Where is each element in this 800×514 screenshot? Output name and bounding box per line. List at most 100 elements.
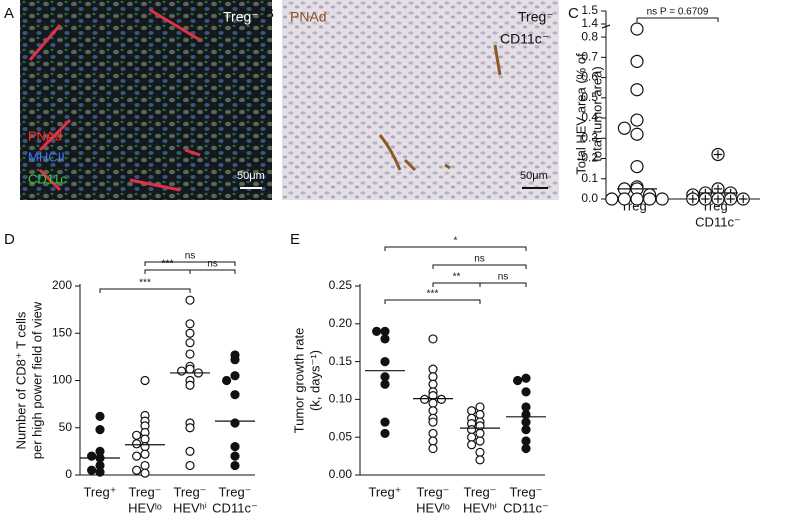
data-point bbox=[380, 334, 390, 344]
y-axis-label: per high power field of view bbox=[29, 301, 44, 459]
x-tick-label: CD11c⁻ bbox=[695, 214, 741, 229]
y-tick-label: 0.10 bbox=[329, 392, 353, 406]
data-point bbox=[630, 113, 644, 127]
data-point bbox=[185, 328, 195, 338]
y-tick-label: 0.2 bbox=[581, 151, 598, 165]
y-axis-label: Number of CD8⁺ T cells bbox=[13, 311, 28, 449]
x-tick-label: CD11c⁻ bbox=[212, 500, 258, 514]
image-a bbox=[20, 0, 272, 200]
y-tick-label: 50 bbox=[59, 420, 73, 434]
data-point bbox=[428, 398, 438, 408]
significance-label: ns bbox=[498, 272, 509, 283]
data-point bbox=[428, 443, 438, 454]
data-point bbox=[230, 371, 240, 381]
y-axis-label: Total HEV area (% of bbox=[573, 53, 588, 175]
data-point bbox=[630, 83, 644, 97]
x-tick-label: CD11c⁻ bbox=[503, 500, 549, 514]
data-point bbox=[185, 319, 195, 329]
data-point bbox=[617, 192, 632, 206]
data-point bbox=[475, 428, 485, 439]
data-point bbox=[521, 417, 531, 427]
x-tick-label: HEVʰⁱ bbox=[463, 500, 497, 514]
panel-label: C bbox=[568, 5, 579, 22]
data-point bbox=[185, 364, 195, 374]
data-point bbox=[230, 460, 240, 471]
data-point bbox=[177, 366, 187, 376]
data-point bbox=[95, 425, 105, 435]
significance-bracket bbox=[432, 282, 481, 287]
data-point bbox=[630, 160, 644, 174]
significance-bracket bbox=[144, 261, 236, 266]
data-point bbox=[230, 418, 240, 428]
data-point bbox=[521, 425, 531, 435]
significance-bracket bbox=[384, 246, 527, 251]
y-tick-label: 0.5 bbox=[581, 90, 598, 104]
stain-label: MHCII bbox=[28, 149, 65, 164]
significance-bracket bbox=[636, 17, 719, 22]
significance-label: *** bbox=[162, 259, 174, 270]
data-point bbox=[428, 364, 438, 374]
data-point bbox=[140, 468, 150, 478]
data-point bbox=[420, 394, 430, 404]
data-point bbox=[521, 387, 531, 397]
panel-label: D bbox=[4, 231, 15, 248]
y-tick-label: 1.5 bbox=[581, 3, 598, 17]
data-point bbox=[512, 375, 523, 386]
data-point bbox=[140, 434, 150, 444]
stain-label: CD11c bbox=[28, 171, 67, 186]
y-tick-label: 100 bbox=[52, 373, 72, 387]
data-point bbox=[140, 375, 150, 386]
image-b bbox=[282, 0, 559, 200]
vessel bbox=[378, 44, 502, 172]
y-tick-label: 0.25 bbox=[329, 278, 353, 292]
y-tick-label: 0.0 bbox=[581, 191, 598, 205]
x-tick-label: Treg⁻ bbox=[416, 484, 449, 499]
data-point bbox=[475, 409, 485, 420]
data-point bbox=[230, 390, 240, 400]
data-point bbox=[86, 451, 97, 461]
stain-label: PNAd bbox=[28, 128, 62, 143]
data-point bbox=[95, 411, 105, 422]
data-point bbox=[428, 406, 438, 416]
vessel bbox=[28, 8, 201, 192]
panel-label: A bbox=[4, 5, 14, 22]
data-point bbox=[475, 455, 485, 465]
significance-bracket bbox=[99, 288, 191, 293]
point-cross bbox=[739, 194, 748, 204]
x-tick-label: Treg⁺ bbox=[83, 484, 116, 499]
significance-bracket bbox=[144, 269, 191, 274]
data-point bbox=[467, 440, 477, 450]
x-tick-label: HEVʰⁱ bbox=[173, 500, 207, 514]
x-tick-label: Treg⁻ bbox=[509, 484, 542, 499]
significance-bracket bbox=[432, 264, 527, 269]
data-point bbox=[428, 334, 438, 344]
y-tick-label: 0.20 bbox=[329, 316, 353, 330]
data-point bbox=[185, 380, 195, 390]
data-point bbox=[521, 436, 531, 446]
y-tick-label: 0.15 bbox=[329, 354, 353, 368]
x-tick-label: Treg⁻ bbox=[463, 484, 496, 499]
data-point bbox=[185, 295, 195, 305]
y-tick-label: 1.4 bbox=[581, 16, 598, 30]
data-point bbox=[521, 373, 531, 383]
y-tick-label: 0.6 bbox=[581, 70, 598, 84]
data-point bbox=[132, 439, 142, 449]
data-point bbox=[642, 192, 657, 206]
data-point bbox=[521, 443, 531, 454]
image-group: Treg⁻ bbox=[518, 9, 554, 25]
data-point bbox=[185, 446, 195, 456]
significance-label: ** bbox=[453, 272, 461, 283]
data-point bbox=[467, 425, 477, 435]
significance-bracket bbox=[384, 299, 481, 304]
image-stain: PNAd bbox=[290, 9, 327, 25]
data-point bbox=[380, 357, 390, 367]
y-tick-label: 0.00 bbox=[329, 467, 353, 481]
data-point bbox=[380, 428, 390, 439]
data-point bbox=[185, 460, 195, 471]
data-point bbox=[617, 121, 632, 135]
data-point bbox=[428, 417, 438, 427]
data-point bbox=[475, 402, 485, 412]
y-tick-label: 0.8 bbox=[581, 29, 598, 43]
data-point bbox=[630, 22, 644, 36]
